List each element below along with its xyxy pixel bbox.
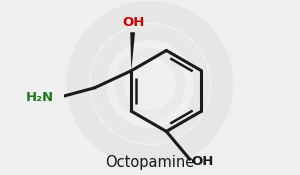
Text: Octopamine: Octopamine (105, 155, 195, 170)
Text: H₂N: H₂N (26, 91, 54, 104)
Text: OH: OH (122, 16, 145, 29)
Polygon shape (130, 32, 135, 71)
Text: OH: OH (191, 155, 214, 167)
